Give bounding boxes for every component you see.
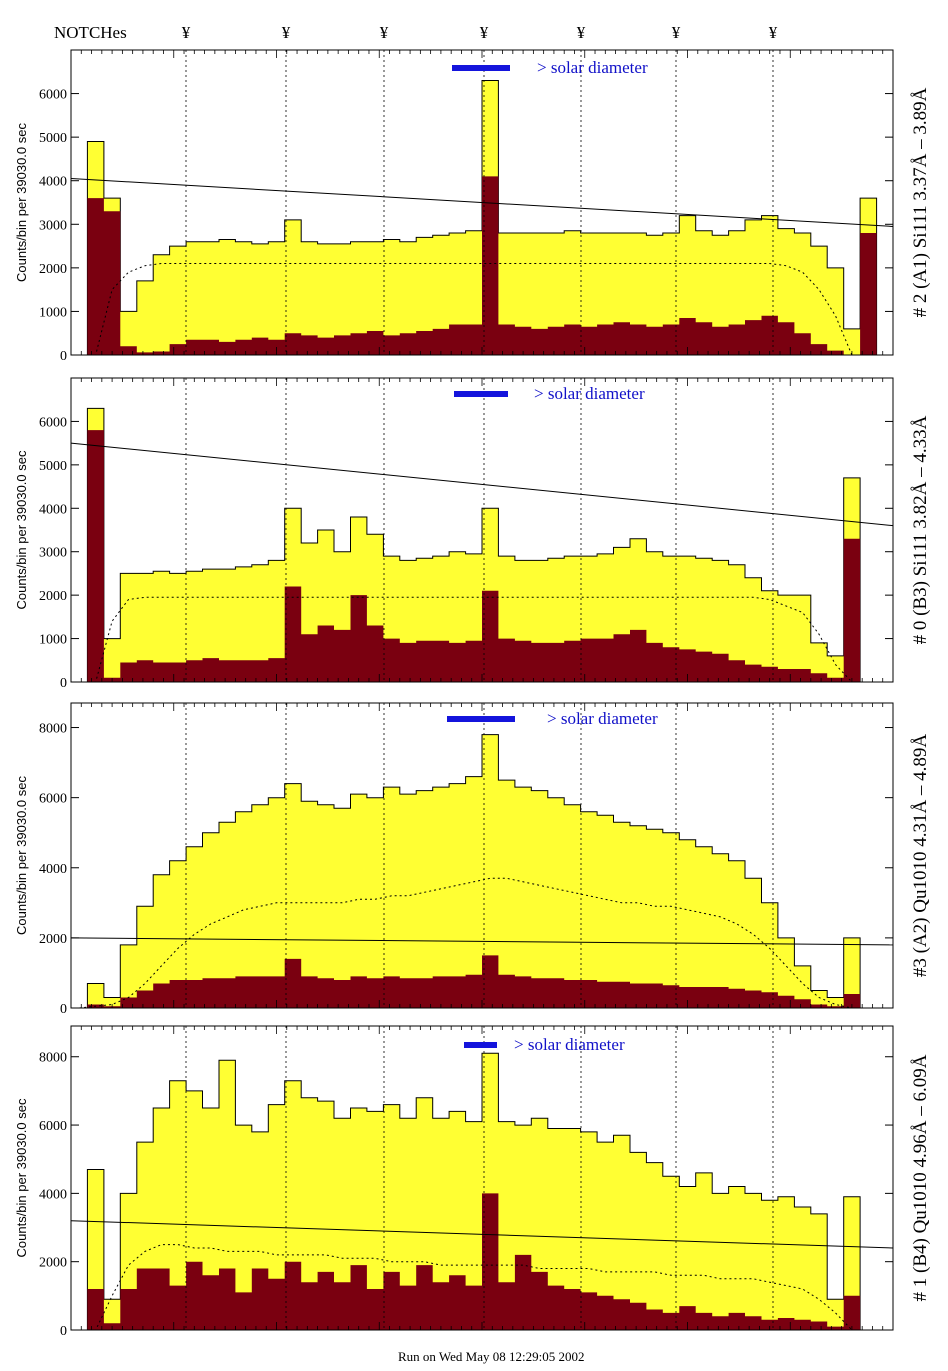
continuum-line bbox=[70, 178, 894, 227]
solar-diameter-bar bbox=[454, 391, 508, 397]
total-counts-area bbox=[71, 1052, 893, 1331]
panel-a1-si111: 0 1000 2000 3000 4000 5000 6000 Counts/bin per … bbox=[14, 49, 931, 364]
solar-diameter-bar bbox=[447, 716, 515, 722]
solar-diameter-label: > solar diameter bbox=[534, 384, 645, 403]
y-tick-label: 2000 bbox=[39, 262, 67, 277]
solar-diameter-label: > solar diameter bbox=[514, 1035, 625, 1054]
background-counts-area bbox=[71, 955, 893, 1008]
y-tick-label: 4000 bbox=[39, 862, 67, 877]
panel-b3-si111: 0 1000 2000 3000 4000 5000 6000 Counts/bin per … bbox=[14, 377, 931, 691]
y-tick-label: 6000 bbox=[39, 88, 67, 103]
notch-marks: ¥ ¥ ¥ ¥ ¥ ¥ ¥ bbox=[182, 23, 778, 42]
solar-diameter-label: > solar diameter bbox=[547, 709, 658, 728]
y-tick-label: 2000 bbox=[39, 1256, 67, 1271]
y-tick-label: 5000 bbox=[39, 459, 67, 474]
model-curve bbox=[79, 263, 885, 356]
panel-title: # 0 (B3) Si111 3.82Å – 4.33Å bbox=[910, 415, 931, 644]
panel-title: # 1 (B4) Qu1010 4.96Å – 6.09Å bbox=[910, 1054, 931, 1301]
y-tick-label: 6000 bbox=[39, 792, 67, 807]
y-tick-label: 1000 bbox=[39, 305, 67, 320]
y-tick-label: 0 bbox=[60, 1324, 67, 1339]
continuum-line bbox=[70, 1220, 894, 1249]
notch-symbol: ¥ bbox=[380, 23, 389, 42]
y-tick-label: 6000 bbox=[39, 415, 67, 430]
y-tick-label: 3000 bbox=[39, 546, 67, 561]
model-curve bbox=[79, 877, 885, 1009]
notch-symbol: ¥ bbox=[182, 23, 191, 42]
model-curve bbox=[79, 1244, 885, 1331]
y-axis-label: Counts/bin per 39030.0 sec bbox=[14, 776, 29, 935]
model-curve bbox=[79, 596, 885, 683]
continuum-line bbox=[70, 442, 894, 527]
y-axis-label: Counts/bin per 39030.0 sec bbox=[14, 1098, 29, 1257]
notch-symbol: ¥ bbox=[672, 23, 681, 42]
y-tick-label: 0 bbox=[60, 676, 67, 691]
y-tick-label: 6000 bbox=[39, 1119, 67, 1134]
notch-symbol: ¥ bbox=[769, 23, 778, 42]
notch-symbol: ¥ bbox=[577, 23, 586, 42]
background-counts-area bbox=[71, 176, 893, 355]
y-tick-label: 4000 bbox=[39, 1187, 67, 1202]
panel-a2-qu1010: 0 2000 4000 6000 8000 Counts/bin per 39030.0 … bbox=[14, 702, 931, 1017]
panel-title: #3 (A2) Qu1010 4.31Å – 4.89Å bbox=[910, 734, 931, 978]
y-tick-label: 8000 bbox=[39, 1051, 67, 1066]
y-tick-label: 4000 bbox=[39, 502, 67, 517]
panel-b4-qu1010: 0 2000 4000 6000 8000 Counts/bin per 39030.0 … bbox=[14, 1025, 931, 1339]
solar-diameter-label: > solar diameter bbox=[537, 58, 648, 77]
y-tick-label: 2000 bbox=[39, 932, 67, 947]
background-counts-area bbox=[71, 430, 893, 682]
y-tick-label: 1000 bbox=[39, 633, 67, 648]
panel-title: # 2 (A1) Si111 3.37Å – 3.89Å bbox=[910, 87, 931, 317]
continuum-line bbox=[70, 937, 894, 946]
notch-symbol: ¥ bbox=[282, 23, 291, 42]
total-counts-area bbox=[71, 407, 893, 683]
y-tick-label: 5000 bbox=[39, 131, 67, 146]
run-timestamp: Run on Wed May 08 12:29:05 2002 bbox=[398, 1349, 585, 1364]
y-tick-label: 0 bbox=[60, 349, 67, 364]
background-counts-area bbox=[71, 1193, 893, 1330]
y-axis-label: Counts/bin per 39030.0 sec bbox=[14, 450, 29, 609]
notches-label: NOTCHes bbox=[54, 23, 127, 42]
y-tick-label: 0 bbox=[60, 1002, 67, 1017]
y-axis-label: Counts/bin per 39030.0 sec bbox=[14, 123, 29, 282]
y-tick-label: 8000 bbox=[39, 722, 67, 737]
notch-symbol: ¥ bbox=[480, 23, 489, 42]
y-tick-label: 2000 bbox=[39, 589, 67, 604]
y-tick-label: 3000 bbox=[39, 218, 67, 233]
solar-diameter-bar bbox=[452, 65, 510, 71]
solar-diameter-bar bbox=[464, 1042, 497, 1048]
y-tick-label: 4000 bbox=[39, 175, 67, 190]
